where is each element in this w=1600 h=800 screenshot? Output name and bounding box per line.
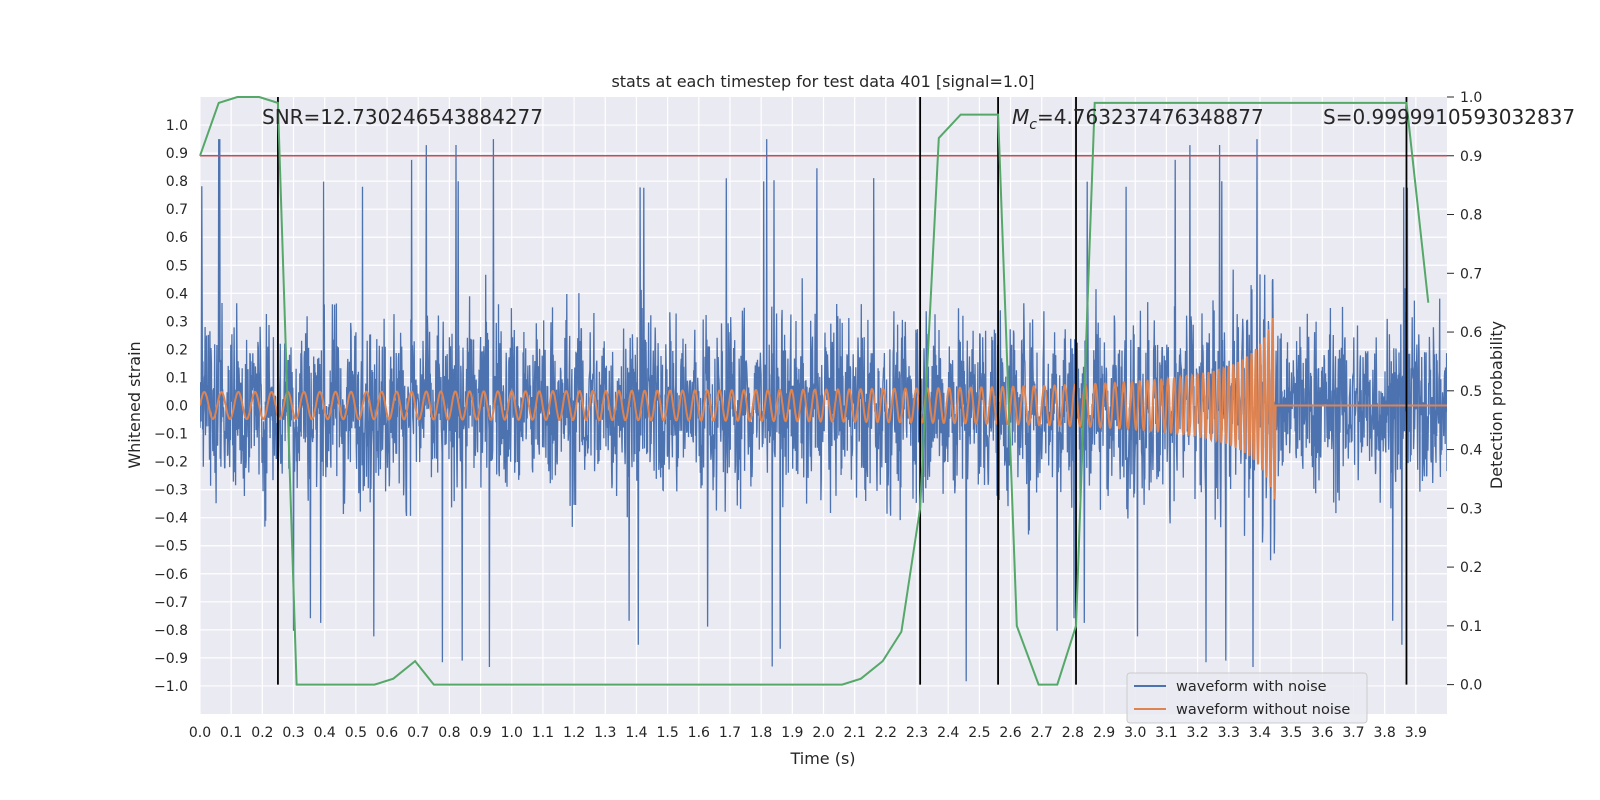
right-tick-label: 0.5 <box>1460 384 1482 400</box>
y-tick-label: 0.0 <box>166 399 188 415</box>
y-tick-label: −0.8 <box>154 623 188 639</box>
x-tick-label: 3.1 <box>1155 725 1177 741</box>
series-detection-probability <box>199 96 1430 686</box>
x-tick-label: 0.3 <box>282 725 304 741</box>
x-tick-label: 1.2 <box>563 725 585 741</box>
x-tick-label: 3.5 <box>1280 725 1302 741</box>
legend: waveform with noise waveform without noi… <box>1126 672 1368 724</box>
x-tick-label: 1.0 <box>501 725 523 741</box>
snr-annotation: SNR=12.730246543884277 <box>262 105 543 129</box>
x-tick-label: 3.8 <box>1374 725 1396 741</box>
series-waveform-without-noise <box>200 318 1447 500</box>
x-tick-label: 0.0 <box>189 725 211 741</box>
chirp-mass-subscript: c <box>1029 117 1037 133</box>
x-tick-label: 1.6 <box>688 725 710 741</box>
y-tick-label: −0.4 <box>154 511 188 527</box>
x-tick-label: 2.7 <box>1031 725 1053 741</box>
right-axis-ticks: 0.0 0.1 0.2 0.3 0.4 0.5 0.6 0.7 0.8 0.9 1.0 <box>1447 90 1482 694</box>
x-tick-label: 0.7 <box>407 725 429 741</box>
probability-line <box>199 96 1430 686</box>
x-tick-label: 1.4 <box>625 725 647 741</box>
x-tick-label: 1.8 <box>750 725 772 741</box>
x-tick-label: 0.4 <box>314 725 336 741</box>
x-axis-ticks: 0.0 0.1 0.2 0.3 0.4 0.5 0.6 0.7 0.8 0.9 1.0 1.1 1.2 1… <box>189 725 1427 741</box>
legend-label-clean: waveform without noise <box>1176 702 1350 718</box>
y-tick-label: 0.8 <box>166 174 188 190</box>
y-tick-label: −0.3 <box>154 483 188 499</box>
vertical-markers <box>277 97 1408 685</box>
x-tick-label: 1.5 <box>656 725 678 741</box>
y-tick-label: 0.9 <box>166 146 188 162</box>
y-axis-ticks: −1.0 −0.9 −0.8 −0.7 −0.6 −0.5 −0.4 −0.3 −0.2 −0.1… <box>154 118 188 695</box>
y-tick-label: 0.3 <box>166 314 188 330</box>
right-tick-label: 0.6 <box>1460 325 1482 341</box>
x-tick-label: 3.4 <box>1249 725 1271 741</box>
x-tick-label: 2.2 <box>875 725 897 741</box>
x-tick-label: 3.3 <box>1218 725 1240 741</box>
chirp-mass-value: =4.763237476348877 <box>1037 105 1264 129</box>
right-tick-label: 0.1 <box>1460 619 1482 635</box>
y-tick-label: 1.0 <box>166 118 188 134</box>
x-tick-label: 0.9 <box>469 725 491 741</box>
x-tick-label: 1.3 <box>594 725 616 741</box>
y-tick-label: −0.5 <box>154 539 188 555</box>
y-tick-label: 0.1 <box>166 370 188 386</box>
x-tick-label: 3.9 <box>1405 725 1427 741</box>
right-tick-label: 0.2 <box>1460 560 1482 576</box>
x-tick-label: 0.2 <box>251 725 273 741</box>
x-tick-label: 1.7 <box>719 725 741 741</box>
x-axis-label: Time (s) <box>789 749 855 768</box>
chirp-mass-symbol: M <box>1012 105 1029 129</box>
x-tick-label: 2.5 <box>968 725 990 741</box>
y-tick-label: 0.6 <box>166 230 188 246</box>
right-tick-label: 0.0 <box>1460 678 1482 694</box>
y-axis-label: Whitened strain <box>125 341 144 468</box>
y-tick-label: −0.6 <box>154 567 188 583</box>
y-tick-label: −1.0 <box>154 679 188 695</box>
x-tick-label: 2.3 <box>906 725 928 741</box>
x-tick-label: 3.7 <box>1342 725 1364 741</box>
right-tick-label: 1.0 <box>1460 90 1482 106</box>
x-tick-label: 1.9 <box>781 725 803 741</box>
y-tick-label: 0.4 <box>166 286 188 302</box>
y-tick-label: 0.2 <box>166 342 188 358</box>
chirp-mass-annotation: Mc=4.763237476348877 <box>1012 105 1264 133</box>
x-tick-label: 2.4 <box>937 725 959 741</box>
x-tick-label: 2.8 <box>1062 725 1084 741</box>
x-tick-label: 0.8 <box>438 725 460 741</box>
x-tick-label: 0.6 <box>376 725 398 741</box>
x-tick-label: 2.6 <box>999 725 1021 741</box>
y-tick-label: −0.7 <box>154 595 188 611</box>
x-tick-label: 3.6 <box>1311 725 1333 741</box>
legend-label-noise: waveform with noise <box>1176 679 1327 695</box>
x-tick-label: 0.5 <box>345 725 367 741</box>
chart-title: stats at each timestep for test data 401… <box>611 72 1034 91</box>
x-tick-label: 3.2 <box>1186 725 1208 741</box>
right-tick-label: 0.3 <box>1460 501 1482 517</box>
y-tick-label: −0.9 <box>154 651 188 667</box>
right-tick-label: 0.8 <box>1460 208 1482 224</box>
y-tick-label: 0.7 <box>166 202 188 218</box>
chirp-line <box>200 318 1447 500</box>
x-tick-label: 2.9 <box>1093 725 1115 741</box>
x-tick-label: 0.1 <box>220 725 242 741</box>
x-tick-label: 2.1 <box>844 725 866 741</box>
right-tick-label: 0.9 <box>1460 149 1482 165</box>
x-tick-label: 2.0 <box>812 725 834 741</box>
legend-box <box>1126 672 1368 724</box>
score-annotation: S=0.9999910593032837 <box>1323 105 1575 129</box>
y-tick-label: 0.5 <box>166 258 188 274</box>
right-axis-label: Detection probability <box>1487 321 1506 489</box>
y-tick-label: −0.2 <box>154 455 188 471</box>
x-tick-label: 1.1 <box>532 725 554 741</box>
right-tick-label: 0.7 <box>1460 266 1482 282</box>
x-tick-label: 3.0 <box>1124 725 1146 741</box>
right-tick-label: 0.4 <box>1460 443 1482 459</box>
y-tick-label: −0.1 <box>154 427 188 443</box>
